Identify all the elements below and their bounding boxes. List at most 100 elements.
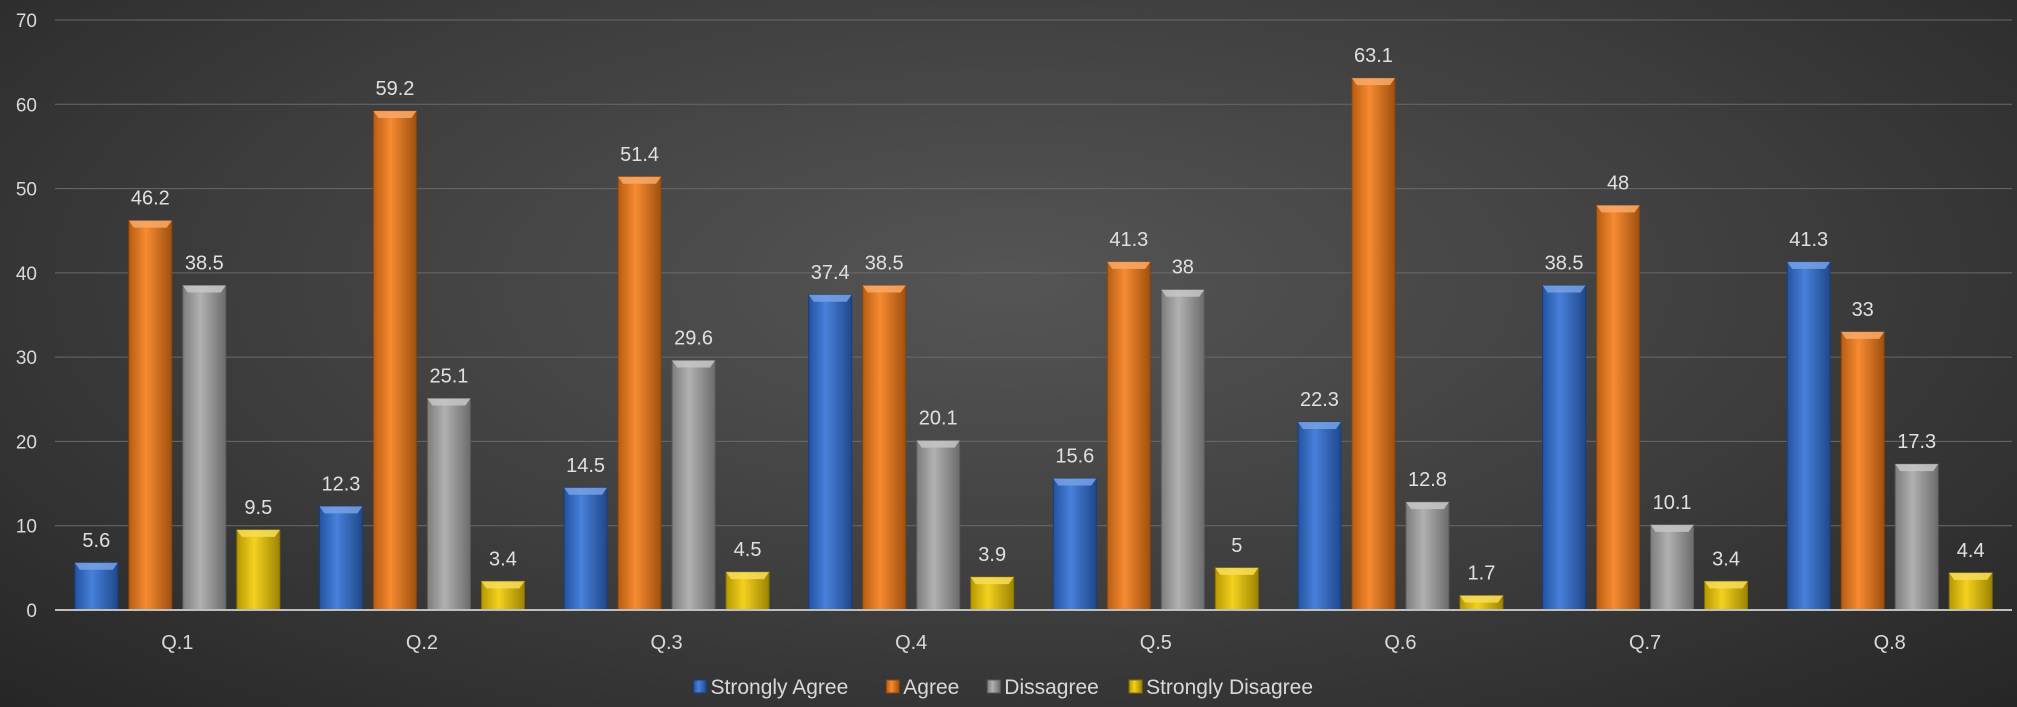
y-tick-label: 30 xyxy=(16,348,37,369)
bar-bevel xyxy=(1161,289,1205,297)
bar xyxy=(1297,421,1342,611)
bar-bevel xyxy=(808,294,852,302)
y-tick-label: 40 xyxy=(16,264,37,285)
data-label: 12.8 xyxy=(1408,469,1447,491)
data-label: 3.4 xyxy=(1712,548,1740,570)
bar-bevel xyxy=(916,440,960,448)
data-label: 1.7 xyxy=(1468,563,1496,585)
x-tick-label: Q.8 xyxy=(1874,632,1906,654)
bar-bevel xyxy=(1405,502,1449,510)
bar-bevel xyxy=(862,285,906,293)
bar xyxy=(617,176,662,611)
bar-bevel xyxy=(618,176,662,184)
legend-label: Agree xyxy=(903,676,959,699)
legend-item: Strongly Agree xyxy=(693,676,848,699)
bar-bevel xyxy=(373,111,417,119)
bar-bevel xyxy=(182,285,226,293)
bar-bevel xyxy=(1704,581,1748,589)
bar-bevel xyxy=(672,360,716,368)
bar-bevel xyxy=(1459,595,1503,603)
legend-swatch xyxy=(885,679,900,694)
data-label: 4.4 xyxy=(1957,540,1985,562)
data-label: 38.5 xyxy=(185,253,224,275)
bar xyxy=(236,529,281,611)
legend-item: Agree xyxy=(885,676,959,699)
bar-bevel xyxy=(1107,261,1151,269)
bar xyxy=(1351,77,1396,611)
y-axis: 0 10 20 30 40 50 60 70 xyxy=(16,11,37,622)
bar xyxy=(862,285,907,611)
bar xyxy=(1405,501,1450,611)
data-label: 48 xyxy=(1607,172,1629,194)
bar xyxy=(1106,261,1151,611)
bar xyxy=(1542,285,1587,611)
data-label: 51.4 xyxy=(620,144,659,166)
x-tick-label: Q.7 xyxy=(1629,632,1661,654)
data-label: 5 xyxy=(1231,535,1242,557)
bar xyxy=(1786,261,1831,611)
bar-bevel xyxy=(1650,524,1694,532)
bar-bevel xyxy=(1841,331,1885,339)
bar-bevel xyxy=(1542,285,1586,293)
data-label: 59.2 xyxy=(375,78,414,100)
bars xyxy=(74,77,1993,611)
data-label: 22.3 xyxy=(1300,389,1339,411)
bar xyxy=(1214,567,1259,611)
data-labels: 5.6 46.2 38.5 9.5 12.3 59.2 25.1 3.4 14.5 51.4 29.… xyxy=(82,45,1984,585)
bar xyxy=(372,110,417,611)
x-tick-label: Q.3 xyxy=(650,632,682,654)
data-label: 38.5 xyxy=(1545,253,1584,275)
data-label: 41.3 xyxy=(1789,229,1828,251)
bar-bevel xyxy=(1297,422,1341,430)
bar-bevel xyxy=(128,220,172,228)
legend-label: Dissagree xyxy=(1004,676,1099,699)
x-tick-label: Q.6 xyxy=(1384,632,1416,654)
bar xyxy=(563,487,608,611)
bar-bevel xyxy=(1351,78,1395,86)
bar xyxy=(808,294,853,611)
data-label: 3.4 xyxy=(489,548,517,570)
data-label: 38 xyxy=(1172,257,1194,279)
bar xyxy=(128,220,173,611)
data-label: 4.5 xyxy=(734,539,762,561)
data-label: 17.3 xyxy=(1897,431,1936,453)
data-label: 20.1 xyxy=(919,408,958,430)
bar-bevel xyxy=(1596,205,1640,213)
legend-swatch xyxy=(693,679,707,694)
data-label: 9.5 xyxy=(244,497,272,519)
legend-label: Strongly Disagree xyxy=(1146,676,1313,699)
y-tick-label: 0 xyxy=(26,601,37,622)
data-label: 38.5 xyxy=(865,253,904,275)
bar xyxy=(74,562,119,611)
data-label: 3.9 xyxy=(978,544,1006,566)
bar-bevel xyxy=(564,487,608,495)
bar-bevel xyxy=(74,562,118,570)
legend-swatch xyxy=(1128,679,1143,694)
legend: Strongly Agree Agree Dissagree Strongly Dis… xyxy=(693,676,1313,699)
gridlines xyxy=(55,19,2012,527)
bar xyxy=(1840,331,1885,611)
bar xyxy=(318,505,363,611)
bar xyxy=(1650,524,1695,611)
data-label: 46.2 xyxy=(131,188,170,210)
data-label: 5.6 xyxy=(82,530,110,552)
x-tick-label: Q.1 xyxy=(161,632,193,654)
legend-swatch xyxy=(986,679,1001,694)
bar-bevel xyxy=(726,572,770,580)
bar xyxy=(182,285,227,611)
bar-bevel xyxy=(1215,567,1259,575)
x-axis: Q.1 Q.2 Q.3 Q.4 Q.5 Q.6 Q.7 Q.8 xyxy=(55,609,2012,654)
bar xyxy=(1052,478,1097,611)
x-tick-label: Q.2 xyxy=(406,632,438,654)
x-tick-label: Q.4 xyxy=(895,632,927,654)
data-label: 25.1 xyxy=(429,365,468,387)
bar xyxy=(1894,463,1939,611)
data-label: 14.5 xyxy=(566,455,605,477)
y-tick-label: 50 xyxy=(16,180,37,201)
bar xyxy=(1596,204,1641,611)
bar xyxy=(1160,289,1205,611)
bar xyxy=(426,397,471,611)
data-label: 12.3 xyxy=(321,473,360,495)
y-tick-label: 70 xyxy=(16,11,37,32)
